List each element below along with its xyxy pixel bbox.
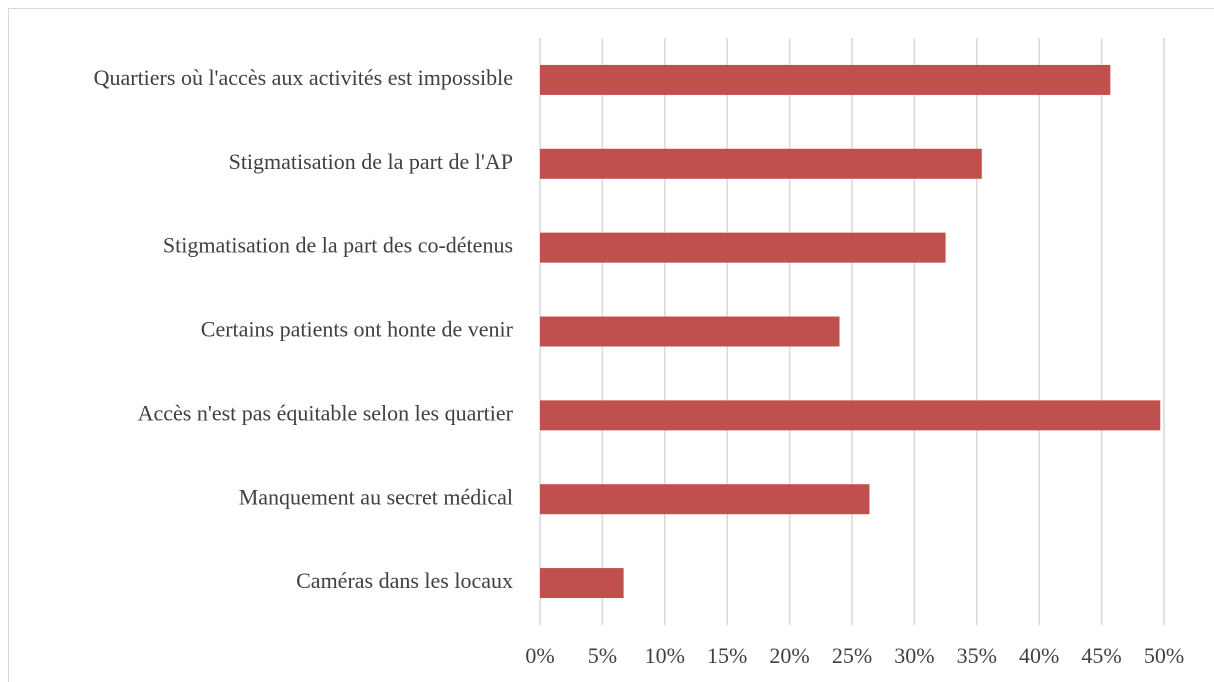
x-tick-label: 15% xyxy=(707,643,747,668)
y-tick-label: Manquement au secret médical xyxy=(239,484,513,509)
y-tick-label: Quartiers où l'accès aux activités est i… xyxy=(94,65,513,90)
chart-border xyxy=(8,8,1214,682)
y-tick-label: Accès n'est pas équitable selon les quar… xyxy=(138,400,514,425)
x-tick-label: 30% xyxy=(894,643,934,668)
x-tick-label: 45% xyxy=(1081,643,1121,668)
y-tick-label: Certains patients ont honte de venir xyxy=(201,317,514,342)
bar xyxy=(540,64,1111,95)
y-tick-label: Stigmatisation de la part des co-détenus xyxy=(163,233,513,258)
x-tick-label: 10% xyxy=(645,643,685,668)
bar xyxy=(540,568,624,599)
x-tick-label: 5% xyxy=(588,643,617,668)
bar xyxy=(540,148,982,179)
x-tick-label: 35% xyxy=(957,643,997,668)
x-tick-label: 40% xyxy=(1019,643,1059,668)
bar xyxy=(540,316,840,347)
x-tick-label: 25% xyxy=(832,643,872,668)
bar xyxy=(540,484,870,515)
bar xyxy=(540,400,1161,431)
y-tick-label: Caméras dans les locaux xyxy=(296,568,513,593)
x-tick-label: 50% xyxy=(1144,643,1184,668)
y-tick-label: Stigmatisation de la part de l'AP xyxy=(229,149,513,174)
bar xyxy=(540,232,946,263)
x-tick-label: 20% xyxy=(769,643,809,668)
x-tick-label: 0% xyxy=(525,643,554,668)
